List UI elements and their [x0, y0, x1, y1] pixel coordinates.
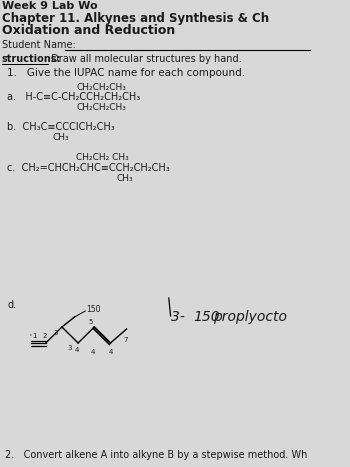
Text: CH₃: CH₃ — [117, 174, 133, 183]
Text: 4: 4 — [75, 347, 79, 353]
Text: 1.   Give the IUPAC name for each compound.: 1. Give the IUPAC name for each compound… — [7, 68, 245, 78]
Text: Week 9 Lab Wo: Week 9 Lab Wo — [2, 1, 97, 11]
Text: d.: d. — [7, 300, 16, 310]
Text: proplyocto: proplyocto — [213, 310, 287, 324]
Text: 1: 1 — [32, 333, 37, 339]
Text: 7: 7 — [123, 337, 127, 343]
Text: CH₃: CH₃ — [52, 133, 69, 142]
Text: structions:: structions: — [2, 54, 61, 64]
Text: a.   H-C≡C-CH₂CCH₂CH₂CH₃: a. H-C≡C-CH₂CCH₂CH₂CH₃ — [7, 92, 140, 102]
Text: c.  CH₂=CHCH₂CHC≡CCH₂CH₂CH₃: c. CH₂=CHCH₂CHC≡CCH₂CH₂CH₃ — [7, 163, 170, 173]
Text: 150: 150 — [86, 305, 101, 314]
Text: Student Name:: Student Name: — [2, 40, 76, 50]
Text: CH₂CH₂ CH₃: CH₂CH₂ CH₃ — [76, 153, 129, 162]
Text: 150: 150 — [193, 310, 220, 324]
Text: Chapter 11. Alkynes and Synthesis & Ch: Chapter 11. Alkynes and Synthesis & Ch — [2, 12, 269, 25]
Text: 3-: 3- — [170, 310, 189, 324]
Text: 2: 2 — [42, 333, 47, 339]
Text: CH₂CH₂CH₃: CH₂CH₂CH₃ — [76, 83, 126, 92]
Text: 2.   Convert alkene A into alkyne B by a stepwise method. Wh: 2. Convert alkene A into alkyne B by a s… — [5, 450, 308, 460]
Text: 5: 5 — [89, 319, 93, 325]
Text: 4: 4 — [108, 349, 113, 355]
Text: ': ' — [30, 333, 32, 339]
Text: 4: 4 — [91, 349, 95, 355]
Text: Oxidation and Reduction: Oxidation and Reduction — [2, 24, 175, 37]
Text: Draw all molecular structures by hand.: Draw all molecular structures by hand. — [49, 54, 242, 64]
Text: 3: 3 — [67, 345, 72, 351]
Text: 3: 3 — [53, 330, 57, 336]
Text: CH₂CH₂CH₃: CH₂CH₂CH₃ — [76, 103, 126, 112]
Text: b.  CH₃C≡CCCICH₂CH₃: b. CH₃C≡CCCICH₂CH₃ — [7, 122, 115, 132]
